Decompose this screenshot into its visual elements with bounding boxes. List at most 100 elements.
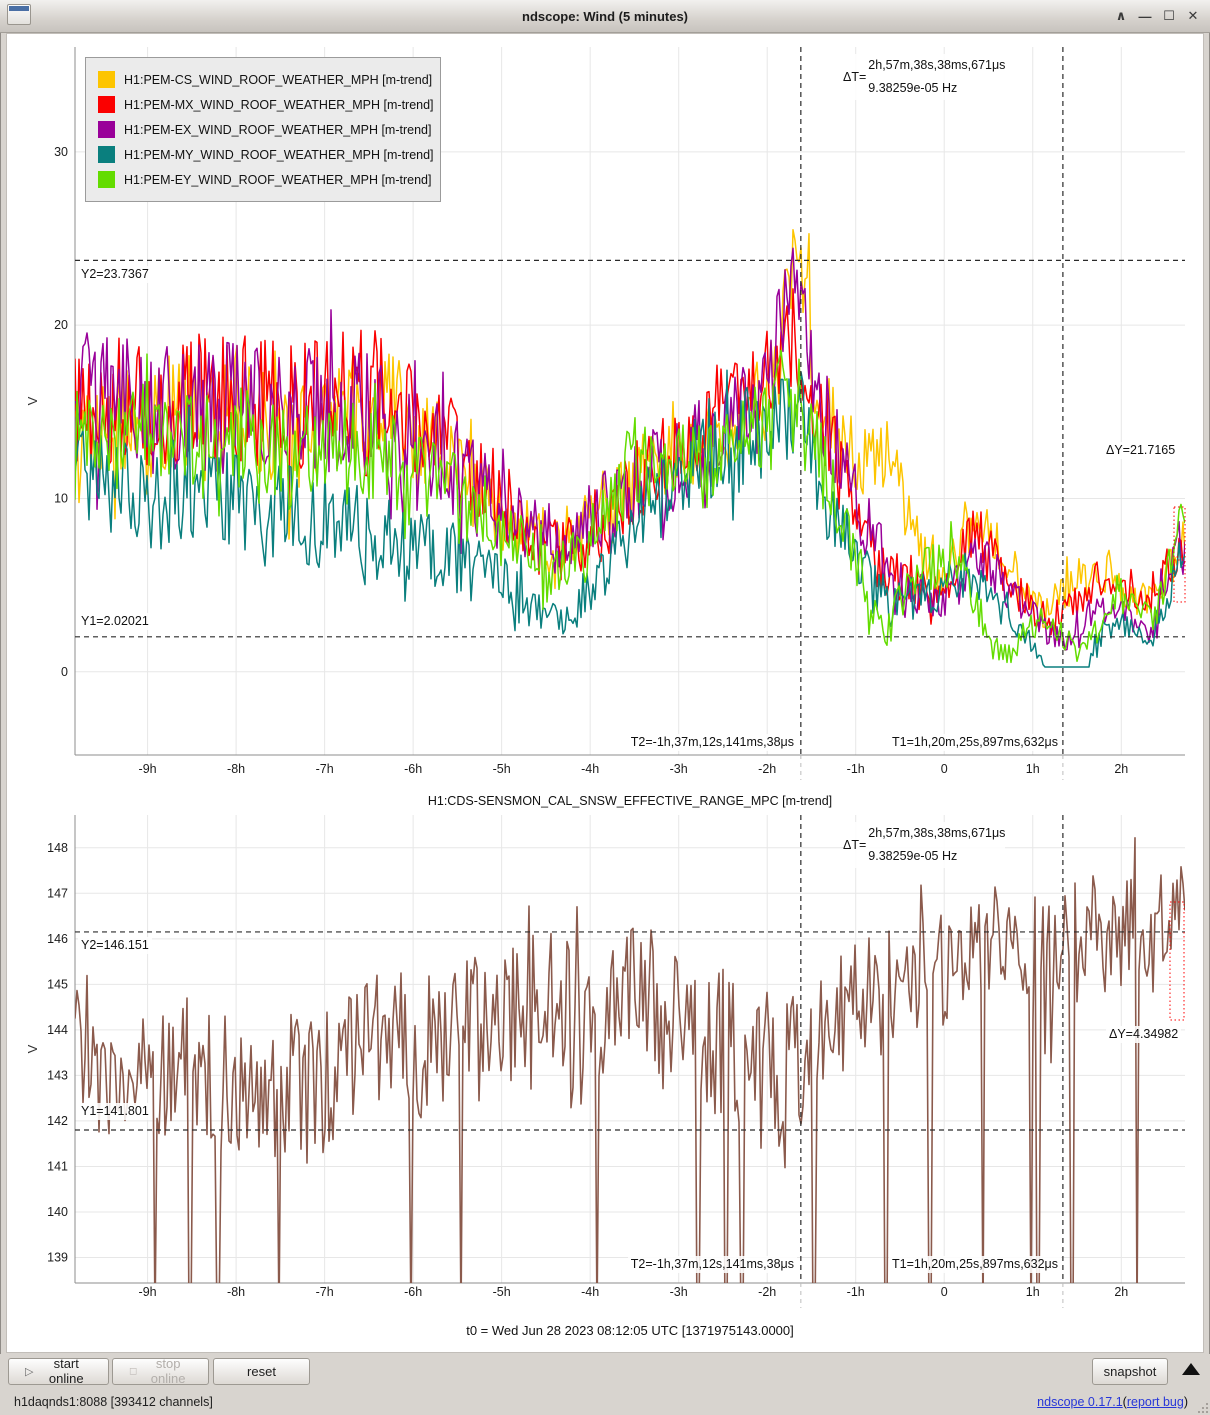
delta-t-frequency: 9.38259e-05 Hz	[868, 81, 958, 95]
x-tick-label: -9h	[139, 1285, 157, 1299]
reset-button[interactable]: reset	[213, 1357, 310, 1385]
legend-swatch-my	[98, 146, 115, 163]
bottom-plot[interactable]: -9h -8h -7h -6h -5h -4h -3h -2h -1h 0 1h 2h 139 140 14…	[25, 815, 1185, 1321]
bottom-plot-title: H1:CDS-SENSMON_CAL_SNSW_EFFECTIVE_RANGE_…	[427, 794, 833, 808]
x-tick-label: -8h	[227, 1285, 245, 1299]
x-tick-label: -2h	[758, 762, 776, 776]
legend-item: H1:PEM-EY_WIND_ROOF_WEATHER_MPH [m-trend…	[98, 167, 440, 192]
y-tick-label: 10	[54, 491, 68, 505]
x-tick-label: -1h	[847, 1285, 865, 1299]
start-online-button[interactable]: ▷ start online	[8, 1356, 109, 1386]
expand-panel-icon[interactable]	[1182, 1363, 1200, 1375]
x-tick-label: 1h	[1026, 762, 1040, 776]
plots-canvas[interactable]: -9h -8h -7h -6h -5h -4h -3h -2h -1h 0 1h 2h 0 10 20 30 V…	[0, 0, 1210, 1354]
stop-online-button[interactable]: ◻ stop online	[112, 1356, 209, 1386]
window-icon	[7, 4, 31, 25]
legend-item: H1:PEM-EX_WIND_ROOF_WEATHER_MPH [m-trend…	[98, 117, 440, 142]
maximize-window-icon[interactable]: ☐	[1163, 8, 1175, 23]
y-tick-label: 148	[47, 841, 68, 855]
x-tick-label: -9h	[139, 762, 157, 776]
legend-swatch-ey	[98, 171, 115, 188]
legend-label: H1:PEM-CS_WIND_ROOF_WEATHER_MPH [m-trend…	[124, 72, 433, 87]
legend-item: H1:PEM-MY_WIND_ROOF_WEATHER_MPH [m-trend…	[98, 142, 440, 167]
shade-window-icon[interactable]: ∧	[1115, 8, 1127, 23]
x-tick-label: -4h	[581, 1285, 599, 1299]
y-axis-title: V	[25, 396, 40, 405]
x-tick-label: 0	[941, 762, 948, 776]
close-window-icon[interactable]: ✕	[1187, 8, 1199, 23]
y-tick-label: 144	[47, 1023, 68, 1037]
trace-3	[75, 247, 1185, 651]
y-tick-label: 147	[47, 886, 68, 900]
play-icon: ▷	[25, 1365, 34, 1378]
x-tick-label: 0	[941, 1285, 948, 1299]
delta-t-value: 2h,57m,38s,38ms,671μs	[868, 58, 1006, 72]
x-tick-label: -5h	[493, 762, 511, 776]
y1-cursor-label-top[interactable]: Y1=2.02021	[78, 613, 152, 630]
y-tick-label: 141	[47, 1159, 68, 1173]
delta-y-readout-bottom: ΔY=4.34982	[1106, 1026, 1182, 1043]
y-tick-label: 20	[54, 318, 68, 332]
t1-cursor-label-top[interactable]: T1=1h,20m,25s,897ms,632μs	[889, 734, 1061, 751]
y-tick-label: 143	[47, 1068, 68, 1082]
legend-item: H1:PEM-CS_WIND_ROOF_WEATHER_MPH [m-trend…	[98, 67, 440, 92]
bottom-toolbar: ▷ start online ◻ stop online reset snaps…	[0, 1354, 1210, 1388]
legend-item: H1:PEM-MX_WIND_ROOF_WEATHER_MPH [m-trend…	[98, 92, 440, 117]
plot-legend[interactable]: H1:PEM-CS_WIND_ROOF_WEATHER_MPH [m-trend…	[85, 57, 441, 202]
resize-grip[interactable]	[1196, 1401, 1208, 1413]
live-data-marker	[1173, 559, 1186, 603]
t0-label: t0 = Wed Jun 28 2023 08:12:05 UTC [13719…	[466, 1323, 794, 1338]
legend-label: H1:PEM-EX_WIND_ROOF_WEATHER_MPH [m-trend…	[124, 122, 432, 137]
x-tick-label: -8h	[227, 762, 245, 776]
x-tick-label: -4h	[581, 762, 599, 776]
window-title: ndscope: Wind (5 minutes)	[522, 8, 688, 24]
y-tick-label: 142	[47, 1114, 68, 1128]
plot-area-background	[6, 33, 1204, 1353]
x-tick-label: -6h	[404, 762, 422, 776]
legend-label: H1:PEM-EY_WIND_ROOF_WEATHER_MPH [m-trend…	[124, 172, 432, 187]
delta-y-readout-top: ΔY=21.7165	[1103, 442, 1179, 459]
stop-icon: ◻	[129, 1365, 138, 1377]
x-tick-label: 2h	[1114, 1285, 1128, 1299]
t2-cursor-label-top[interactable]: T2=-1h,37m,12s,141ms,38μs	[627, 734, 797, 751]
legend-swatch-mx	[98, 96, 115, 113]
t2-cursor-label-bottom[interactable]: T2=-1h,37m,12s,141ms,38μs	[627, 1256, 797, 1273]
y2-cursor-label-top[interactable]: Y2=23.7367	[78, 266, 152, 283]
trace-4	[75, 369, 1185, 668]
x-tick-label: -5h	[493, 1285, 511, 1299]
y-axis-title: V	[25, 1044, 40, 1053]
delta-t-frequency: 9.38259e-05 Hz	[868, 849, 958, 863]
y2-cursor-label-bottom[interactable]: Y2=146.151	[78, 937, 152, 954]
live-data-marker	[1169, 901, 1185, 1021]
y-tick-label: 139	[47, 1251, 68, 1265]
x-tick-label: -3h	[670, 1285, 688, 1299]
status-bar: h1daqnds1:8088 [393412 channels] ndscope…	[0, 1388, 1210, 1415]
x-tick-label: -6h	[404, 1285, 422, 1299]
trace-5	[75, 349, 1185, 664]
report-bug-link[interactable]: report bug	[1126, 1394, 1184, 1409]
delta-t-value: 2h,57m,38s,38ms,671μs	[868, 826, 1006, 840]
server-status: h1daqnds1:8088 [393412 channels]	[14, 1394, 213, 1409]
legend-swatch-cs	[98, 71, 115, 88]
y1-cursor-label-bottom[interactable]: Y1=141.801	[78, 1103, 152, 1120]
y-tick-label: 140	[47, 1205, 68, 1219]
x-tick-label: -7h	[316, 1285, 334, 1299]
y-tick-label: 146	[47, 932, 68, 946]
y-tick-label: 145	[47, 977, 68, 991]
legend-label: H1:PEM-MY_WIND_ROOF_WEATHER_MPH [m-trend…	[124, 147, 434, 162]
x-tick-label: -1h	[847, 762, 865, 776]
t1-cursor-label-bottom[interactable]: T1=1h,20m,25s,897ms,632μs	[889, 1256, 1061, 1273]
legend-label: H1:PEM-MX_WIND_ROOF_WEATHER_MPH [m-trend…	[124, 97, 434, 112]
minimize-window-icon[interactable]: —	[1138, 8, 1152, 24]
x-tick-label: -7h	[316, 762, 334, 776]
x-tick-label: -2h	[758, 1285, 776, 1299]
title-bar[interactable]: ndscope: Wind (5 minutes) ∧ — ☐ ✕	[0, 0, 1210, 33]
legend-swatch-ex	[98, 121, 115, 138]
snapshot-button[interactable]: snapshot	[1092, 1357, 1168, 1385]
version-link[interactable]: ndscope 0.17.1	[1037, 1394, 1123, 1409]
y-tick-label: 0	[61, 665, 68, 679]
x-tick-label: 2h	[1114, 762, 1128, 776]
live-data-marker	[1173, 506, 1186, 558]
y-tick-label: 30	[54, 145, 68, 159]
trace-1	[75, 837, 1185, 1283]
